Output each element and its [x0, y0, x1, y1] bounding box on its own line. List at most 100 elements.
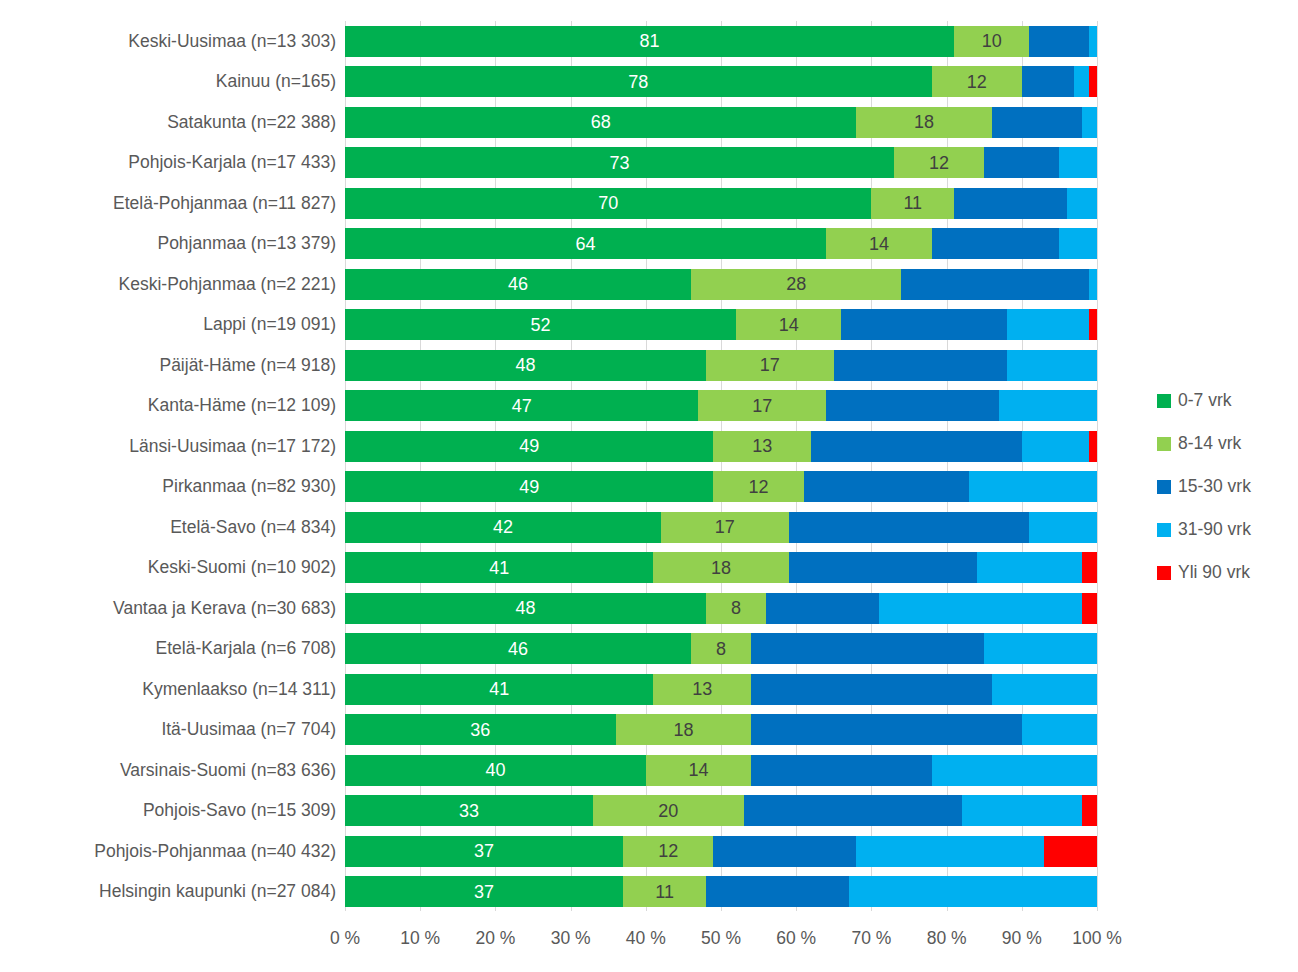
category-label: Pohjois-Savo (n=15 309): [0, 800, 345, 821]
bar-segment-15-30-vrk: [713, 836, 856, 867]
legend-swatch: [1157, 523, 1171, 537]
chart-row: Kymenlaakso (n=14 311) 41 13: [0, 669, 1097, 710]
bar-segment-yli-90-vrk: [1082, 795, 1097, 826]
bar-track: 7312: [345, 147, 1097, 178]
chart-row: Satakunta (n=22 388)6818: [0, 102, 1097, 143]
legend-swatch: [1157, 394, 1171, 408]
x-axis-tick-label: 80 %: [927, 928, 967, 949]
legend-item-15-30-vrk: 15-30 vrk: [1157, 475, 1251, 498]
bar-track: 7011: [345, 188, 1097, 219]
segment-value-label: 47: [512, 397, 532, 415]
category-label: Etelä-Karjala (n=6 708): [0, 638, 345, 659]
bar-segment-0-7-vrk: 33: [345, 795, 593, 826]
segment-value-label: 36: [470, 721, 490, 739]
bar-track: 52 14: [345, 309, 1097, 340]
bar-segment-yli-90-vrk: [1089, 309, 1097, 340]
category-label: Varsinais-Suomi (n=83 636): [0, 760, 345, 781]
bar-segment-0-7-vrk: 48: [345, 593, 706, 624]
bar-segment-31-90-vrk: [999, 390, 1097, 421]
chart-row: Etelä-Karjala (n=6 708)468: [0, 629, 1097, 670]
x-axis-tick-label: 50 %: [701, 928, 741, 949]
chart-row: Keski-Pohjanmaa (n=2 221)4628: [0, 264, 1097, 305]
bar-track: 488: [345, 593, 1097, 624]
bar-segment-8-14-vrk: 13: [713, 431, 811, 462]
bar-segment-8-14-vrk: 13: [653, 674, 751, 705]
bar-segment-15-30-vrk: [811, 431, 1022, 462]
category-label: Kanta-Häme (n=12 109): [0, 395, 345, 416]
category-label: Päijät-Häme (n=4 918): [0, 355, 345, 376]
category-label: Vantaa ja Kerava (n=30 683): [0, 598, 345, 619]
bar-segment-8-14-vrk: 12: [932, 66, 1022, 97]
segment-value-label: 41: [489, 680, 509, 698]
bar-segment-8-14-vrk: 17: [698, 390, 826, 421]
legend-item-0-7-vrk: 0-7 vrk: [1157, 389, 1251, 412]
segment-value-label: 68: [591, 113, 611, 131]
segment-value-label: 12: [749, 478, 769, 496]
bar-segment-0-7-vrk: 37: [345, 876, 623, 907]
bar-segment-15-30-vrk: [751, 714, 1022, 745]
segment-value-label: 12: [929, 154, 949, 172]
segment-value-label: 11: [655, 883, 674, 901]
bar-track: 4217: [345, 512, 1097, 543]
bar-segment-8-14-vrk: 18: [653, 552, 788, 583]
category-label: Kymenlaakso (n=14 311): [0, 679, 345, 700]
segment-value-label: 78: [628, 73, 648, 91]
legend-item-yli-90-vrk: Yli 90 vrk: [1157, 561, 1251, 584]
bar-segment-15-30-vrk: [706, 876, 849, 907]
segment-value-label: 46: [508, 275, 528, 293]
segment-value-label: 18: [711, 559, 731, 577]
legend-swatch: [1157, 566, 1171, 580]
bar-track: 48 17: [345, 350, 1097, 381]
x-axis-tick-label: 30 %: [551, 928, 591, 949]
bar-segment-31-90-vrk: [992, 674, 1097, 705]
x-axis-tick-label: 70 %: [851, 928, 891, 949]
segment-value-label: 13: [752, 437, 772, 455]
chart-row: Päijät-Häme (n=4 918) 48 17: [0, 345, 1097, 386]
chart-row: Kanta-Häme (n=12 109) 47 17: [0, 386, 1097, 427]
bar-segment-31-90-vrk: [1059, 228, 1097, 259]
chart-row: Etelä-Savo (n=4 834)4217: [0, 507, 1097, 548]
chart-row: Kainuu (n=165)7812: [0, 62, 1097, 103]
segment-value-label: 17: [760, 356, 780, 374]
segment-value-label: 49: [519, 478, 539, 496]
segment-value-label: 18: [673, 721, 693, 739]
segment-value-label: 52: [531, 316, 551, 334]
chart-row: Itä-Uusimaa (n=7 704) 36 18: [0, 710, 1097, 751]
chart-row: Lappi (n=19 091)5214: [0, 305, 1097, 346]
bar-segment-0-7-vrk: 68: [345, 107, 856, 138]
x-axis-tick-label: 20 %: [475, 928, 515, 949]
bar-segment-31-90-vrk: [969, 471, 1097, 502]
x-axis-tick-label: 10 %: [400, 928, 440, 949]
bar-segment-8-14-vrk: 12: [713, 471, 803, 502]
bar-track: 3320: [345, 795, 1097, 826]
x-axis-tick-label: 90 %: [1002, 928, 1042, 949]
bar-segment-31-90-vrk: [1089, 26, 1097, 57]
bar-segment-31-90-vrk: [932, 755, 1097, 786]
chart-row: Pohjois-Karjala (n=17 433)7312: [0, 143, 1097, 184]
bar-track: 8110: [345, 26, 1097, 57]
bar-track: 3712: [345, 836, 1097, 867]
bar-segment-0-7-vrk: 37: [345, 836, 623, 867]
bar-segment-15-30-vrk: [744, 795, 962, 826]
bar-segment-0-7-vrk: 47: [345, 390, 698, 421]
bar-track: 468: [345, 633, 1097, 664]
bar-segment-0-7-vrk: 78: [345, 66, 932, 97]
bar-segment-8-14-vrk: 14: [736, 309, 841, 340]
segment-value-label: 41: [489, 559, 509, 577]
segment-value-label: 14: [779, 316, 799, 334]
category-label: Helsingin kaupunki (n=27 084): [0, 881, 345, 902]
bar-track: 4913: [345, 431, 1097, 462]
bar-segment-0-7-vrk: 46: [345, 269, 691, 300]
bar-segment-0-7-vrk: 41: [345, 674, 653, 705]
segment-value-label: 42: [493, 518, 513, 536]
category-label: Itä-Uusimaa (n=7 704): [0, 719, 345, 740]
bar-segment-yli-90-vrk: [1089, 431, 1097, 462]
segment-value-label: 70: [598, 194, 618, 212]
segment-value-label: 48: [515, 356, 535, 374]
bar-segment-15-30-vrk: [992, 107, 1082, 138]
bar-segment-8-14-vrk: 17: [706, 350, 834, 381]
bar-segment-31-90-vrk: [1029, 512, 1097, 543]
category-label: Länsi-Uusimaa (n=17 172): [0, 436, 345, 457]
bar-segment-15-30-vrk: [901, 269, 1089, 300]
bar-segment-15-30-vrk: [804, 471, 969, 502]
